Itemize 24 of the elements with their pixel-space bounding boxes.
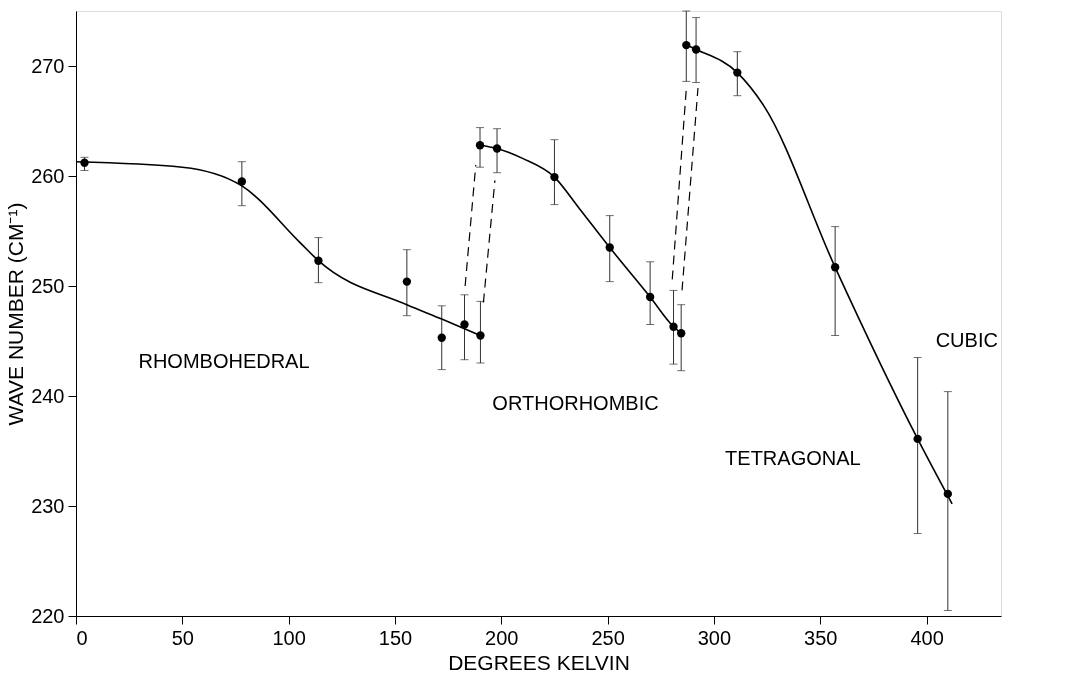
y-axis-title: WAVE NUMBER (CM⁻¹) [4,202,28,426]
x-tick-label: 0 [76,626,88,649]
annotation: CUBIC [935,328,998,351]
annotation: RHOMBOHEDRAL [138,349,310,372]
x-tick-label: 150 [378,626,413,649]
x-tick-label: 250 [591,626,625,649]
point [437,333,446,342]
y-tick-label: 250 [31,274,65,297]
x-tick-label: 200 [485,626,519,649]
y-tick-label: 270 [31,54,65,77]
x-tick-label: 350 [804,626,838,649]
x-tick-label: 50 [171,626,194,649]
annotation: TETRAGONAL [725,446,861,469]
annotation: ORTHORHOMBIC [492,392,659,415]
point [402,277,412,286]
x-tick-label: 100 [272,626,306,649]
y-tick-label: 220 [31,604,65,627]
y-tick-label: 240 [31,384,65,407]
y-tick-label: 230 [31,494,65,517]
x-tick-label: 400 [910,626,944,649]
y-tick-label: 260 [31,164,65,187]
x-axis-title: DEGREES KELVIN [448,650,630,674]
point [460,320,469,329]
x-tick-label: 300 [697,626,732,649]
